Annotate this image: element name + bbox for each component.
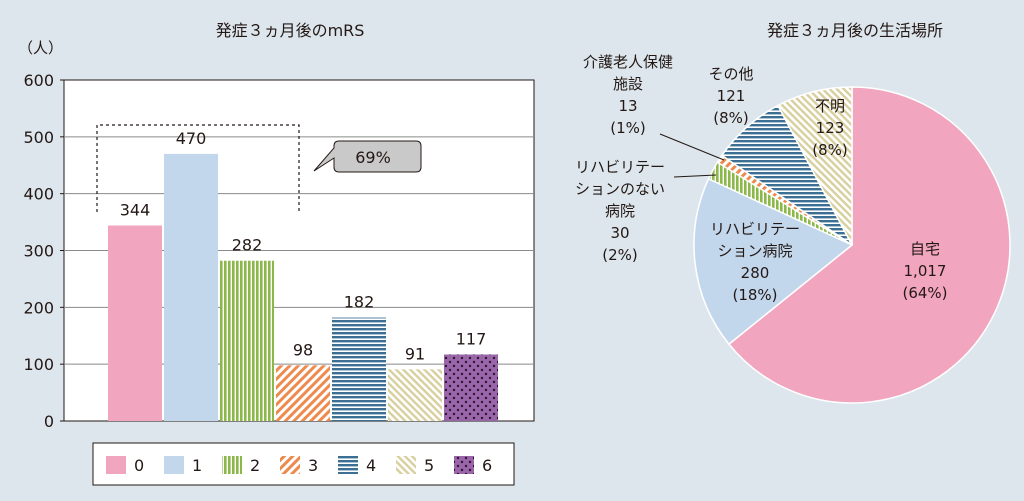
bar-y-tick-label: 300 <box>23 242 54 261</box>
pie-slice-unknown <box>776 86 853 246</box>
bar-y-tick-label: 400 <box>23 185 54 204</box>
legend-swatch-0 <box>106 456 126 474</box>
bar-y-tick-label: 0 <box>44 412 54 431</box>
pie-label-nursing-name-1: 介護老人保健 <box>583 53 673 71</box>
pie-label-no-rehab-name-1: リハビリテー <box>575 158 665 176</box>
pie-labels: 自宅 1,017 (64%) リハビリテー ション病院 280 (18%) リハ… <box>575 53 948 304</box>
pie-slice-home <box>727 86 1011 404</box>
pie-label-home-value: 1,017 <box>904 262 947 280</box>
legend-label: 4 <box>366 456 376 475</box>
bar-legend-box <box>92 442 515 486</box>
bar-value-label: 182 <box>344 293 375 312</box>
legend-label: 1 <box>192 456 202 475</box>
pie-label-nursing-value: 13 <box>618 97 637 115</box>
pie-label-rehab-hospital-name-2: ション病院 <box>717 242 792 260</box>
legend-swatch-2 <box>222 456 242 474</box>
bar-series <box>108 153 498 421</box>
pie-label-unknown-value: 123 <box>816 119 845 137</box>
bar-3 <box>276 365 330 421</box>
bar-0 <box>108 225 162 421</box>
pie-label-rehab-hospital-name-1: リハビリテー <box>710 220 800 238</box>
pie-label-rehab-hospital-value: 280 <box>741 264 770 282</box>
legend-swatch-4 <box>338 456 358 474</box>
legend-swatch-3 <box>280 456 300 474</box>
pie-label-no-rehab-name-2: ションのない <box>575 180 665 198</box>
bar-value-label: 98 <box>293 340 313 359</box>
bar-chart-title: 発症３ヵ月後のmRS <box>216 21 365 40</box>
bar-5 <box>388 369 442 421</box>
pie-label-home-name: 自宅 <box>910 240 940 258</box>
pie-label-nursing-name-2: 施設 <box>613 75 643 93</box>
bar-value-label: 117 <box>456 330 487 349</box>
bar-value-labels: 344 470 282 98 182 91 117 <box>120 129 487 363</box>
bar-6 <box>444 354 498 421</box>
pie-label-other-value: 121 <box>717 87 746 105</box>
bar-2 <box>220 260 274 421</box>
bar-value-label: 470 <box>176 129 207 148</box>
bar-y-axis-ticks: 0 100 200 300 400 500 600 <box>23 71 64 431</box>
bar-value-label: 91 <box>405 344 425 363</box>
bar-4 <box>332 317 386 421</box>
legend-label: 6 <box>482 456 492 475</box>
pie-label-unknown-name: 不明 <box>815 97 845 115</box>
bar-value-label: 344 <box>120 200 151 219</box>
pie-label-rehab-hospital-percent: (18%) <box>732 286 777 304</box>
bar-y-tick-label: 600 <box>23 71 54 90</box>
annotation-callout-text: 69% <box>355 148 391 167</box>
bar-chart-y-unit: （人） <box>18 39 63 57</box>
pie-label-home-percent: (64%) <box>902 284 947 302</box>
pie-label-unknown-percent: (8%) <box>812 141 848 159</box>
legend-label: 0 <box>134 456 144 475</box>
bar-legend: 0 1 2 3 4 5 6 <box>106 456 492 475</box>
annotation-bracket <box>96 124 300 212</box>
bar-1 <box>164 153 218 421</box>
pie-leader-line-rehab-none <box>673 174 717 178</box>
bar-y-tick-label: 500 <box>23 128 54 147</box>
pie-label-other-name: その他 <box>708 65 753 83</box>
pie-label-no-rehab-name-3: 病院 <box>605 202 635 220</box>
annotation-callout <box>313 140 422 173</box>
pie-label-no-rehab-percent: (2%) <box>602 246 638 264</box>
bar-y-tick-label: 100 <box>23 355 54 374</box>
legend-label: 2 <box>250 456 260 475</box>
pie-leader-line-nursing <box>659 133 725 161</box>
legend-swatch-1 <box>164 456 184 474</box>
legend-label: 5 <box>424 456 434 475</box>
pie-series <box>693 86 1011 404</box>
bar-value-label: 282 <box>232 236 263 255</box>
pie-label-no-rehab-value: 30 <box>610 224 629 242</box>
legend-label: 3 <box>308 456 318 475</box>
legend-swatch-6 <box>454 456 474 474</box>
pie-chart-title: 発症３ヵ月後の生活場所 <box>767 21 943 40</box>
pie-label-nursing-percent: (1%) <box>610 119 646 137</box>
bar-y-tick-label: 200 <box>23 298 54 317</box>
pie-label-other-percent: (8%) <box>713 109 749 127</box>
legend-swatch-5 <box>396 456 416 474</box>
pie-slice-rehab-hospital <box>693 177 854 346</box>
